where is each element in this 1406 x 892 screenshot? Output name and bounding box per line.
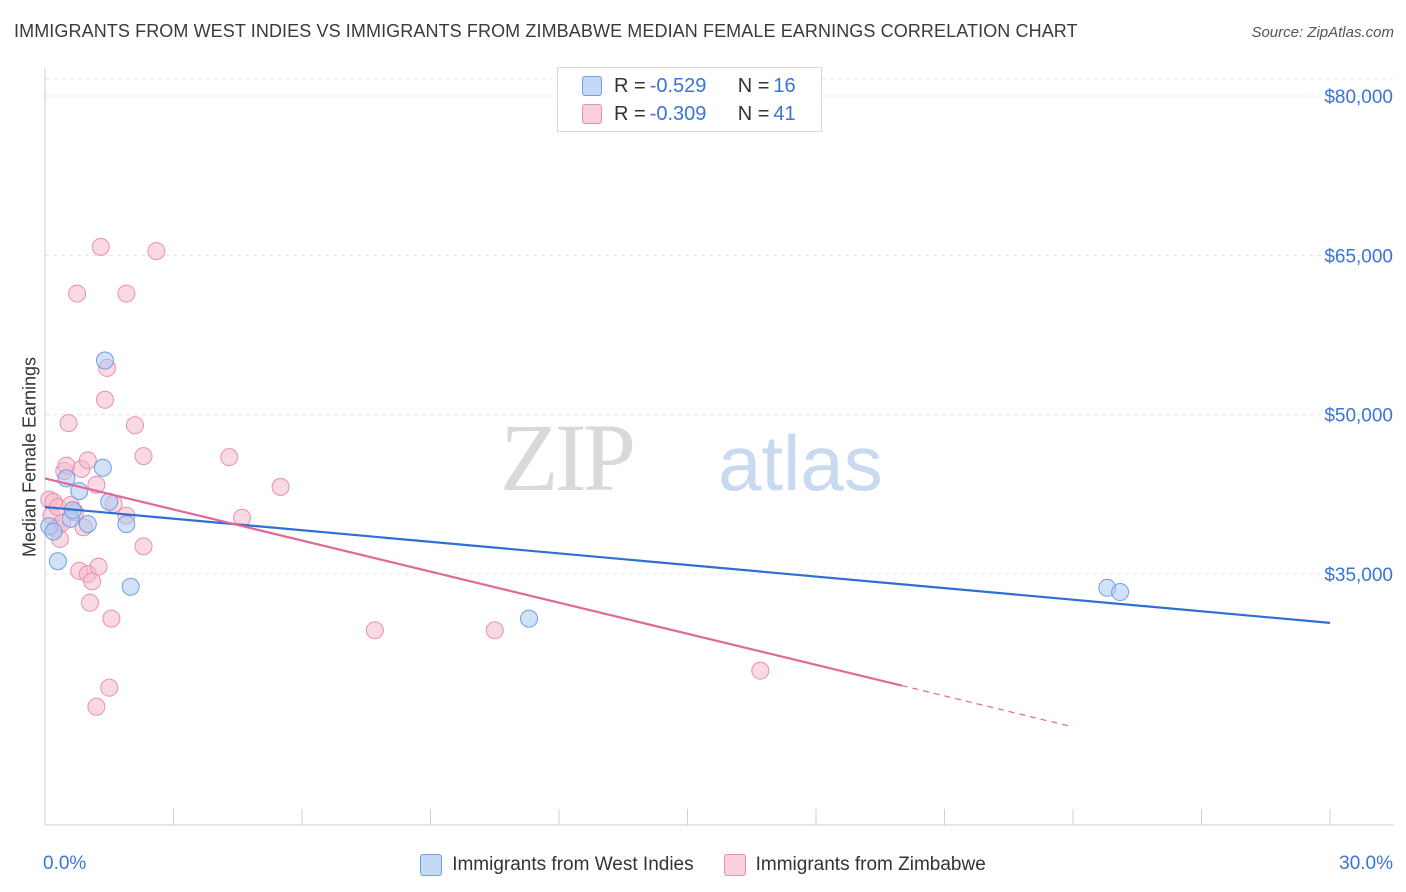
zimbabwe-trendline-extension [901, 684, 1074, 728]
zimbabwe-point [147, 242, 166, 261]
series-legend: Immigrants from West Indies Immigrants f… [0, 851, 1406, 879]
stats-legend: R = -0.529 N = 16 R = -0.309 N = 41 [557, 67, 822, 132]
legend-r-value: -0.529 [649, 74, 707, 97]
zimbabwe-point [134, 537, 153, 556]
legend-swatch-pink [582, 104, 602, 124]
legend-swatch-blue [582, 76, 602, 96]
x-tick-label: 0.0% [43, 853, 86, 874]
y-axis-title: Median Female Earnings [19, 356, 40, 558]
west-indies-point [48, 552, 67, 571]
west-indies-point [93, 458, 112, 477]
zimbabwe-point [365, 621, 384, 640]
zimbabwe-point [68, 284, 87, 303]
y-tick-label: $35,000 [1324, 565, 1393, 586]
west-indies-point [117, 515, 136, 534]
zimbabwe-point [220, 448, 239, 467]
chart-title: IMMIGRANTS FROM WEST INDIES VS IMMIGRANT… [14, 21, 1078, 41]
zimbabwe-point [117, 284, 136, 303]
zimbabwe-point [134, 447, 153, 466]
legend-swatch-pink [723, 854, 746, 876]
watermark: ZIP atlas [500, 404, 883, 511]
west-indies-point [520, 609, 539, 628]
source-label: Source: ZipAtlas.com [1251, 24, 1394, 41]
zimbabwe-point [102, 609, 121, 628]
legend-r-label: R = [614, 74, 646, 97]
zimbabwe-point [87, 697, 106, 716]
y-tick-label: $65,000 [1324, 246, 1393, 267]
zimbabwe-point [91, 237, 110, 256]
zimbabwe-point [89, 557, 108, 576]
legend-n-value: 16 [773, 74, 796, 97]
zimbabwe-point [125, 416, 144, 435]
legend-r-value: -0.309 [649, 102, 707, 125]
y-tick-label: $50,000 [1324, 406, 1393, 427]
tick-labels: $80,000 $65,000 $50,000 $35,000 0.0% 30.0% [43, 87, 1393, 874]
points-layer [40, 237, 1130, 716]
zimbabwe-point [100, 678, 119, 697]
legend-label-zimbabwe: Immigrants from Zimbabwe [755, 854, 986, 875]
legend-row-west-indies: R = -0.529 N = 16 [582, 72, 796, 100]
legend-item-west-indies[interactable]: Immigrants from West Indies [420, 854, 694, 876]
legend-r-label: R = [614, 102, 646, 125]
zimbabwe-point [751, 661, 770, 680]
west-indies-point [121, 577, 140, 596]
zimbabwe-point [78, 451, 97, 470]
legend-row-zimbabwe: R = -0.309 N = 41 [582, 100, 796, 128]
y-tick-label: $80,000 [1324, 87, 1393, 108]
zimbabwe-trendline [44, 477, 902, 687]
west-indies-trendline [44, 505, 1331, 624]
watermark-atlas: atlas [718, 419, 883, 507]
trend-layer [44, 477, 1331, 728]
axis-layer [44, 68, 1394, 826]
zimbabwe-point [95, 390, 114, 409]
zimbabwe-point [83, 572, 102, 591]
legend-n-label: N = [737, 74, 770, 97]
x-tick-label: 30.0% [1339, 853, 1393, 874]
legend-label-west-indies: Immigrants from West Indies [452, 854, 694, 875]
zimbabwe-point [80, 593, 99, 612]
legend-n-label: N = [737, 102, 770, 125]
zimbabwe-point [485, 621, 504, 640]
legend-item-zimbabwe[interactable]: Immigrants from Zimbabwe [723, 854, 986, 876]
west-indies-point [44, 522, 63, 541]
west-indies-point [1111, 583, 1130, 602]
legend-swatch-blue [420, 854, 443, 876]
west-indies-point [78, 515, 97, 534]
watermark-zip: ZIP [500, 404, 633, 511]
zimbabwe-point [271, 477, 290, 496]
legend-n-value: 41 [773, 102, 796, 125]
west-indies-point [95, 351, 114, 370]
zimbabwe-point [59, 414, 78, 433]
